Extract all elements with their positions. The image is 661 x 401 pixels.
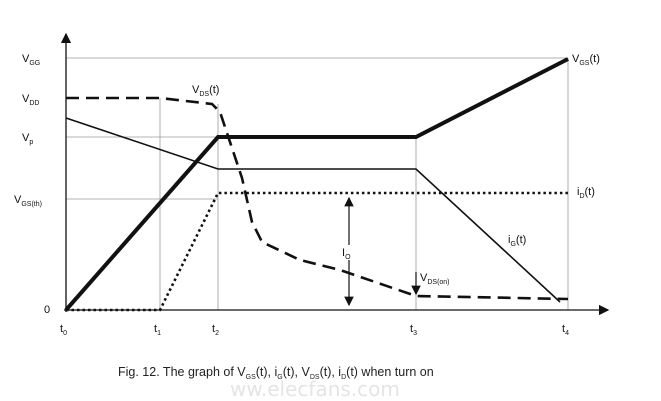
id-curve-label: iD(t) xyxy=(577,186,595,200)
id-curve xyxy=(66,191,568,312)
y-label-zero: 0 xyxy=(44,304,50,316)
io-label: IO xyxy=(342,247,351,261)
t3-label: t3 xyxy=(410,323,417,337)
vgs-curve xyxy=(64,57,569,312)
figure-caption: Fig. 12. The graph of VGS(t), iG(t), VDS… xyxy=(118,365,434,381)
y-label-vgg: VGG xyxy=(22,53,40,67)
t1-label: t1 xyxy=(154,323,161,337)
t2-label: t2 xyxy=(212,323,219,337)
t4-label: t4 xyxy=(562,323,569,337)
y-label-vp: Vp xyxy=(22,132,33,146)
vds-curve xyxy=(66,96,569,301)
y-label-vgsth: VGS(th) xyxy=(14,194,42,208)
ig-curve-label: iG(t) xyxy=(508,234,526,248)
vds-curve-label: VDS(t) xyxy=(192,84,219,98)
watermark: ww.elecfans.com xyxy=(230,377,400,401)
y-label-vdd: VDD xyxy=(22,93,39,107)
t0-label: t0 xyxy=(60,323,67,337)
vdson-label: VDS(on) xyxy=(420,272,450,286)
vgs-curve-label: VGS(t) xyxy=(572,53,600,67)
ig-curve xyxy=(65,117,561,303)
